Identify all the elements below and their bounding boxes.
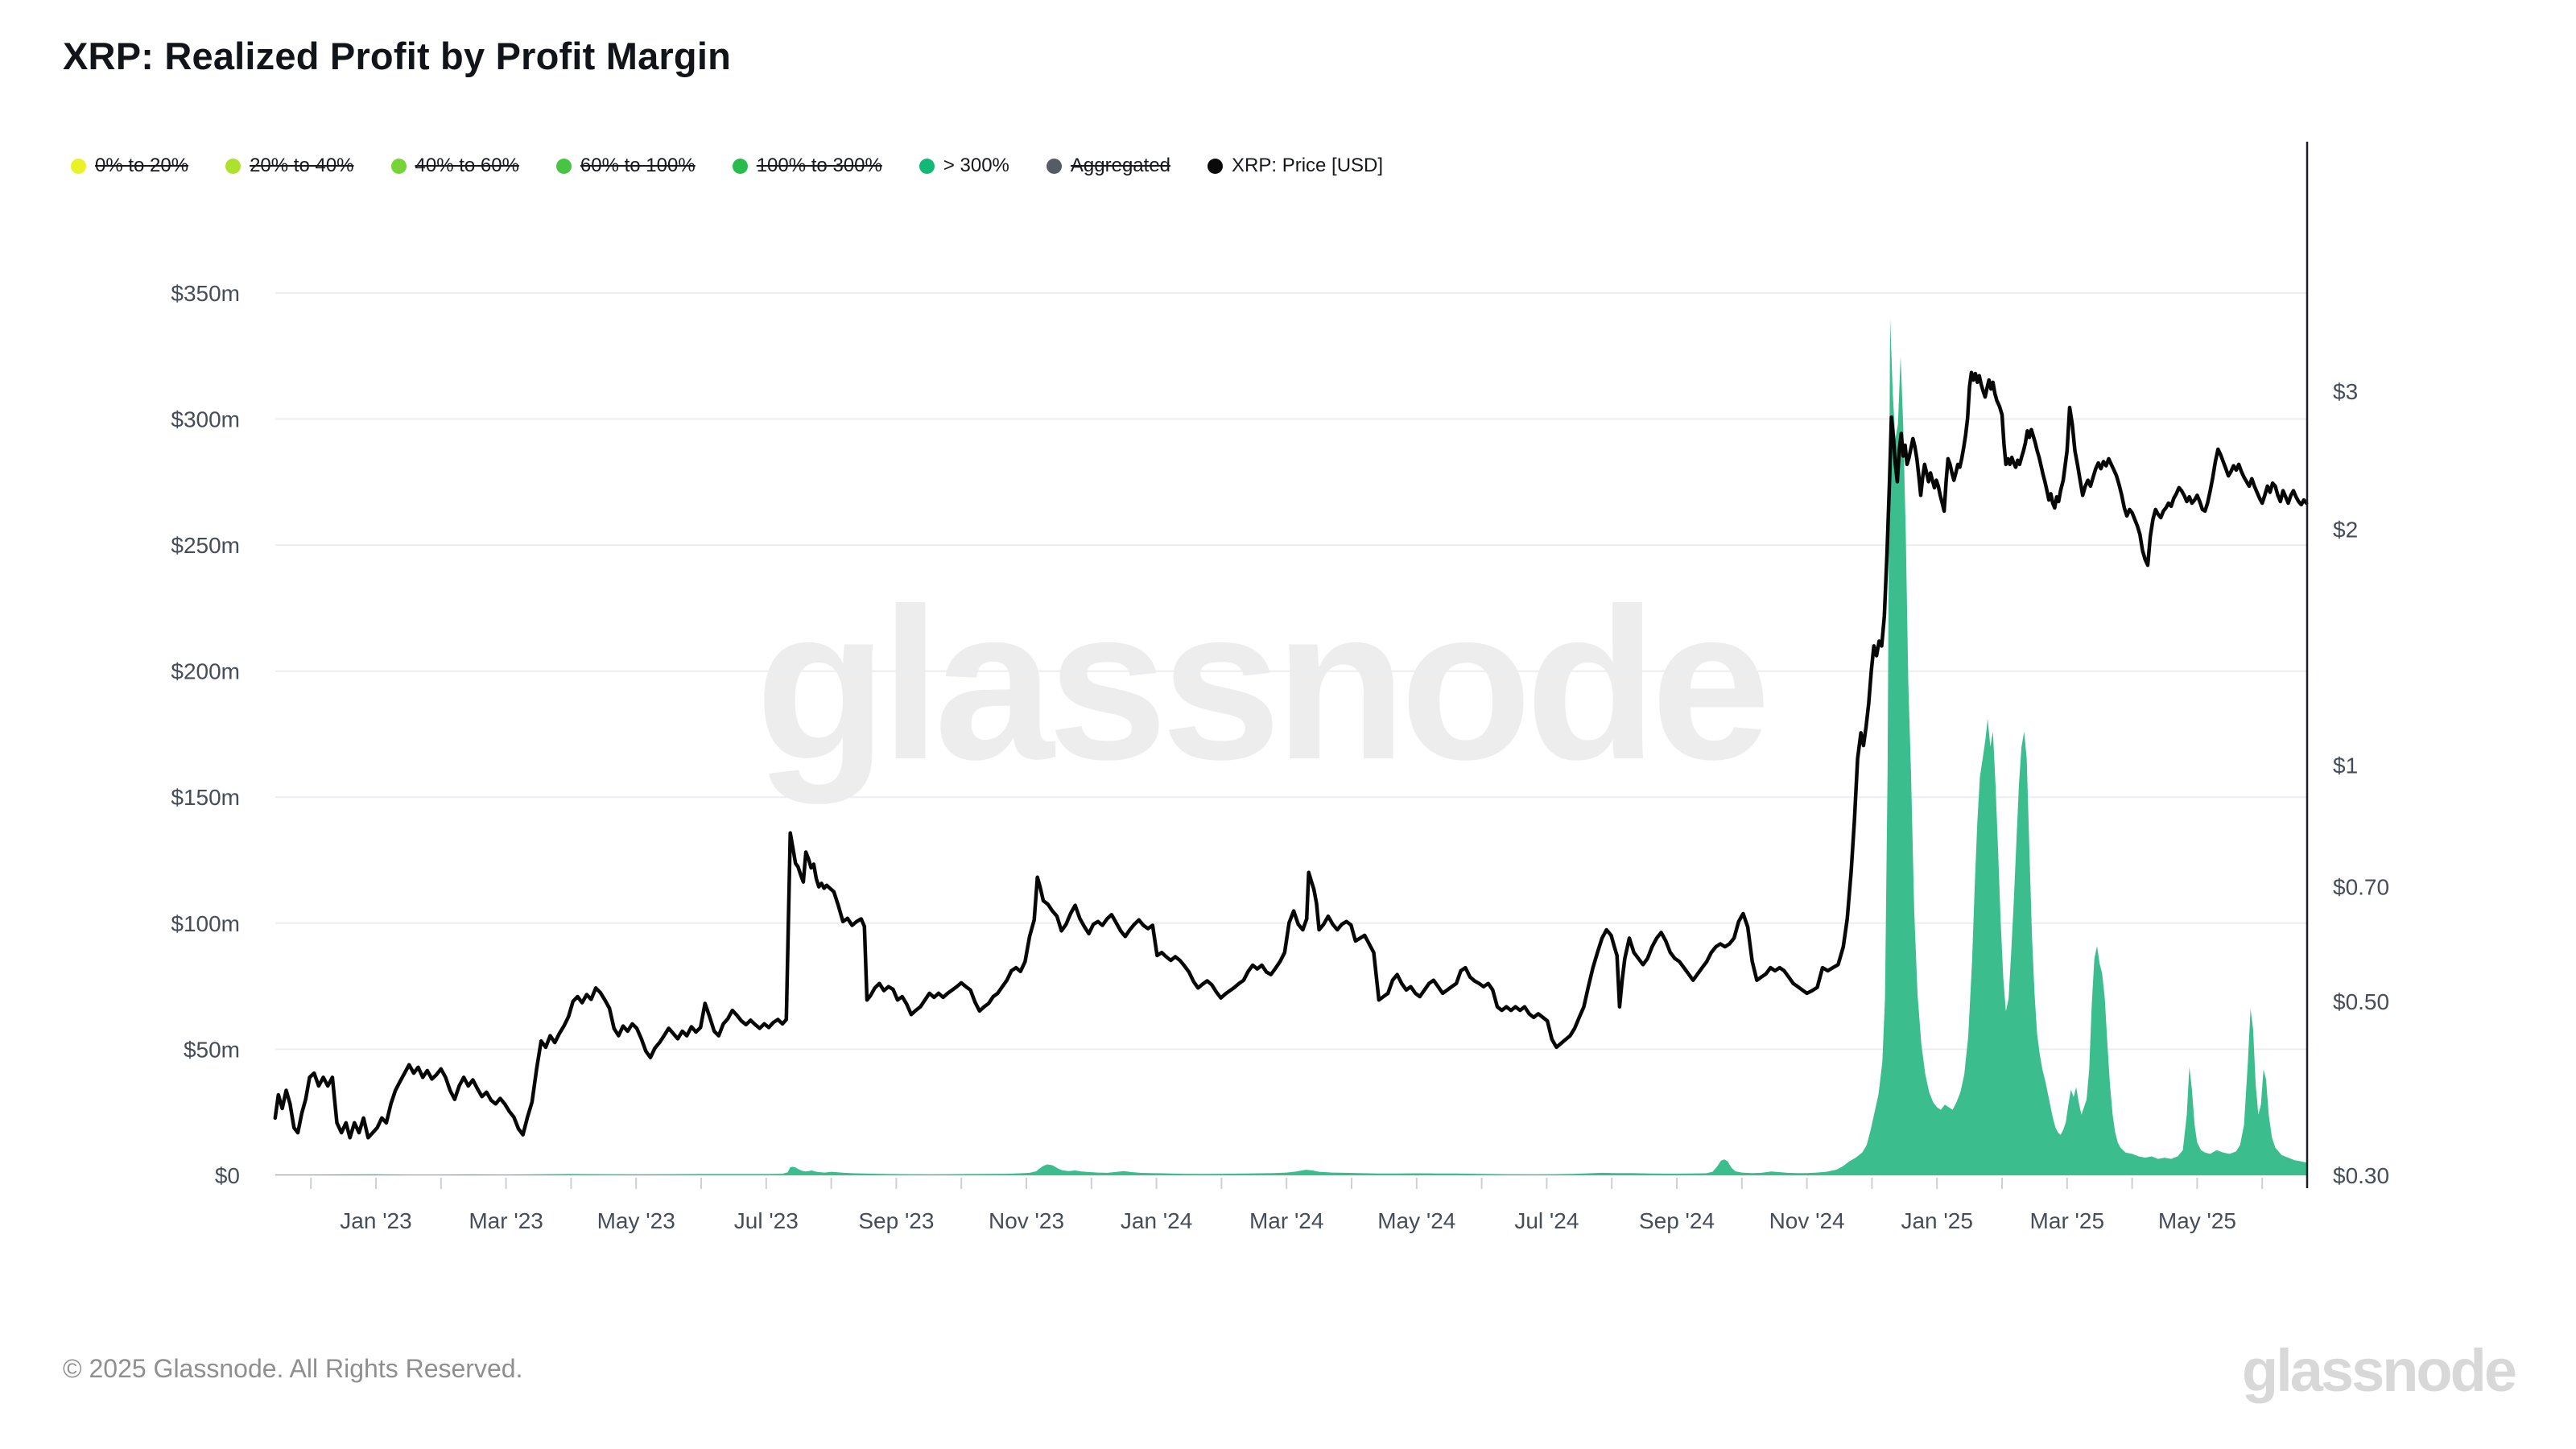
y-axis-left-tick-label: $200m bbox=[171, 659, 240, 684]
x-axis-tick-label: May '24 bbox=[1377, 1208, 1455, 1233]
legend-item-label: 100% to 300% bbox=[756, 155, 882, 176]
legend-item-100-to-300[interactable]: 100% to 300% bbox=[732, 155, 882, 177]
legend-item-label: 40% to 60% bbox=[415, 155, 519, 176]
y-axis-left-tick-label: $0 bbox=[215, 1163, 240, 1188]
footer-copyright: © 2025 Glassnode. All Rights Reserved. bbox=[63, 1354, 523, 1383]
x-axis-tick-label: May '23 bbox=[597, 1208, 675, 1233]
y-axis-right-tick-label: $0.50 bbox=[2333, 989, 2389, 1014]
legend-series-dot-icon bbox=[919, 158, 935, 174]
y-axis-right-tick-label: $0.70 bbox=[2333, 875, 2389, 900]
x-axis-tick-label: Jan '23 bbox=[340, 1208, 411, 1233]
x-axis-tick-label: Jan '25 bbox=[1901, 1208, 1972, 1233]
y-axis-left-tick-label: $300m bbox=[171, 407, 240, 431]
y-axis-right-tick-label: $3 bbox=[2333, 379, 2358, 404]
legend-item-label: 20% to 40% bbox=[250, 155, 354, 176]
legend-item-label: > 300% bbox=[943, 155, 1009, 176]
legend: 0% to 20% 20% to 40% 40% to 60% 60% to 100%… bbox=[71, 155, 1383, 177]
y-axis-left-tick-label: $350m bbox=[171, 281, 240, 306]
page-title: XRP: Realized Profit by Profit Margin bbox=[63, 35, 731, 77]
legend-series-dot-icon bbox=[71, 158, 86, 174]
legend-series-dot-icon bbox=[732, 158, 748, 174]
y-axis-left-tick-label: $100m bbox=[171, 911, 240, 936]
x-axis-tick-label: Nov '24 bbox=[1769, 1208, 1845, 1233]
x-axis-tick-label: Mar '24 bbox=[1249, 1208, 1324, 1233]
x-axis-tick-label: Mar '25 bbox=[2030, 1208, 2105, 1233]
legend-item-label: XRP: Price [USD] bbox=[1232, 155, 1384, 176]
y-axis-right-tick-label: $1 bbox=[2333, 753, 2358, 778]
x-axis-tick-label: Sep '24 bbox=[1639, 1208, 1715, 1233]
x-axis-tick-label: Jul '24 bbox=[1514, 1208, 1579, 1233]
x-axis-tick-label: Jan '24 bbox=[1121, 1208, 1192, 1233]
price-line-series bbox=[273, 370, 2309, 1140]
legend-item-label: 0% to 20% bbox=[95, 155, 189, 176]
legend-item-20-to-40[interactable]: 20% to 40% bbox=[225, 155, 354, 177]
footer-brand-logo: glassnode bbox=[2242, 1337, 2517, 1404]
x-axis-tick-label: Nov '23 bbox=[989, 1208, 1064, 1233]
legend-item-40-to-60[interactable]: 40% to 60% bbox=[390, 155, 519, 177]
legend-item-aggregated[interactable]: Aggregated bbox=[1046, 155, 1170, 177]
legend-item-0-to-20[interactable]: 0% to 20% bbox=[71, 155, 188, 177]
x-axis-tick-label: Jul '23 bbox=[734, 1208, 799, 1233]
legend-item-300[interactable]: > 300% bbox=[919, 155, 1009, 177]
y-axis-right-tick-label: $2 bbox=[2333, 518, 2358, 543]
glassnode-watermark: glassnode bbox=[755, 563, 1770, 805]
legend-series-dot-icon bbox=[225, 158, 242, 174]
legend-series-dot-icon bbox=[1208, 158, 1224, 174]
y-axis-left-tick-label: $50m bbox=[184, 1037, 240, 1062]
y-axis-right-tick-label: $0.30 bbox=[2333, 1163, 2389, 1188]
x-axis-tick-label: May '25 bbox=[2158, 1208, 2236, 1233]
legend-item-label: 60% to 100% bbox=[580, 155, 696, 176]
legend-item-60-to-100[interactable]: 60% to 100% bbox=[555, 155, 696, 177]
y-axis-left-tick-label: $150m bbox=[171, 785, 240, 810]
legend-item-label: Aggregated bbox=[1070, 155, 1171, 176]
profit-area-series bbox=[275, 318, 2307, 1176]
x-axis-tick-label: Sep '23 bbox=[858, 1208, 934, 1233]
y-axis-left-tick-label: $250m bbox=[171, 533, 240, 558]
legend-item-xrp-price-usd[interactable]: XRP: Price [USD] bbox=[1208, 155, 1383, 177]
legend-series-dot-icon bbox=[390, 158, 407, 174]
x-axis-tick-label: Mar '23 bbox=[469, 1208, 543, 1233]
legend-series-dot-icon bbox=[1046, 158, 1062, 174]
legend-series-dot-icon bbox=[555, 158, 572, 174]
